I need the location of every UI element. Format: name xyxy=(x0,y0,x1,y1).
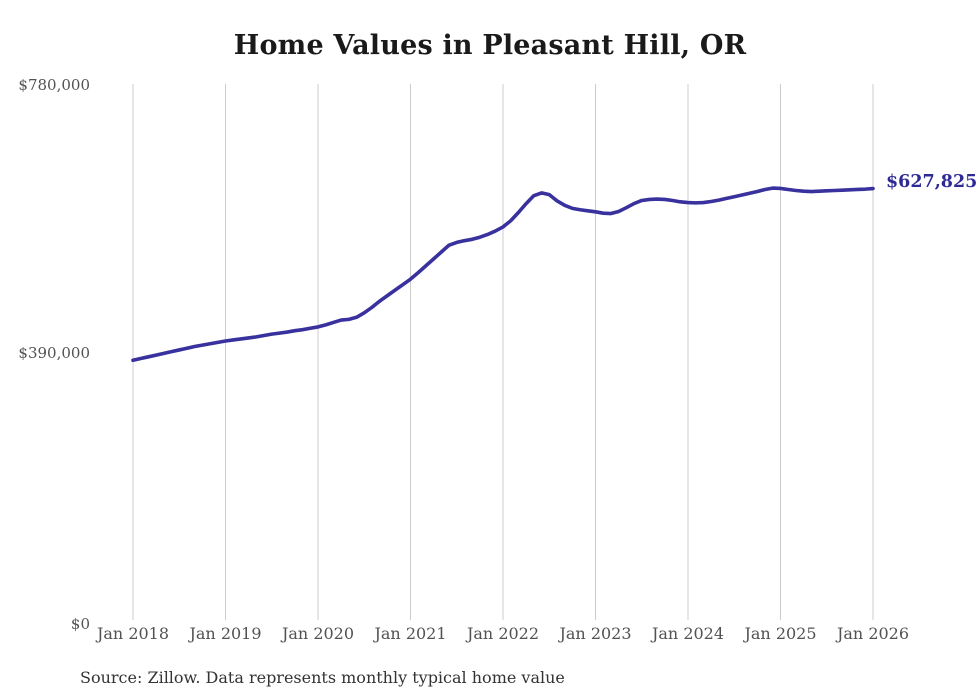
x-tick-label: Jan 2024 xyxy=(651,624,725,643)
x-tick-label: Jan 2022 xyxy=(466,624,540,643)
home-value-line-series xyxy=(131,186,875,363)
y-tick-label: $780,000 xyxy=(18,76,90,94)
x-tick-label: Jan 2020 xyxy=(281,624,355,643)
x-tick-label: Jan 2026 xyxy=(836,624,910,643)
y-tick-label: $390,000 xyxy=(18,344,90,362)
x-tick-label: Jan 2021 xyxy=(374,624,447,643)
y-tick-label: $0 xyxy=(70,615,90,633)
x-tick-label: Jan 2019 xyxy=(189,624,262,643)
chart-title: Home Values in Pleasant Hill, OR xyxy=(233,30,747,61)
x-tick-label: Jan 2018 xyxy=(96,624,170,643)
source-note: Source: Zillow. Data represents monthly … xyxy=(80,668,565,687)
latest-value-label: $627,825 xyxy=(886,172,978,192)
x-tick-label: Jan 2025 xyxy=(744,624,817,643)
x-tick-label: Jan 2023 xyxy=(559,624,632,643)
